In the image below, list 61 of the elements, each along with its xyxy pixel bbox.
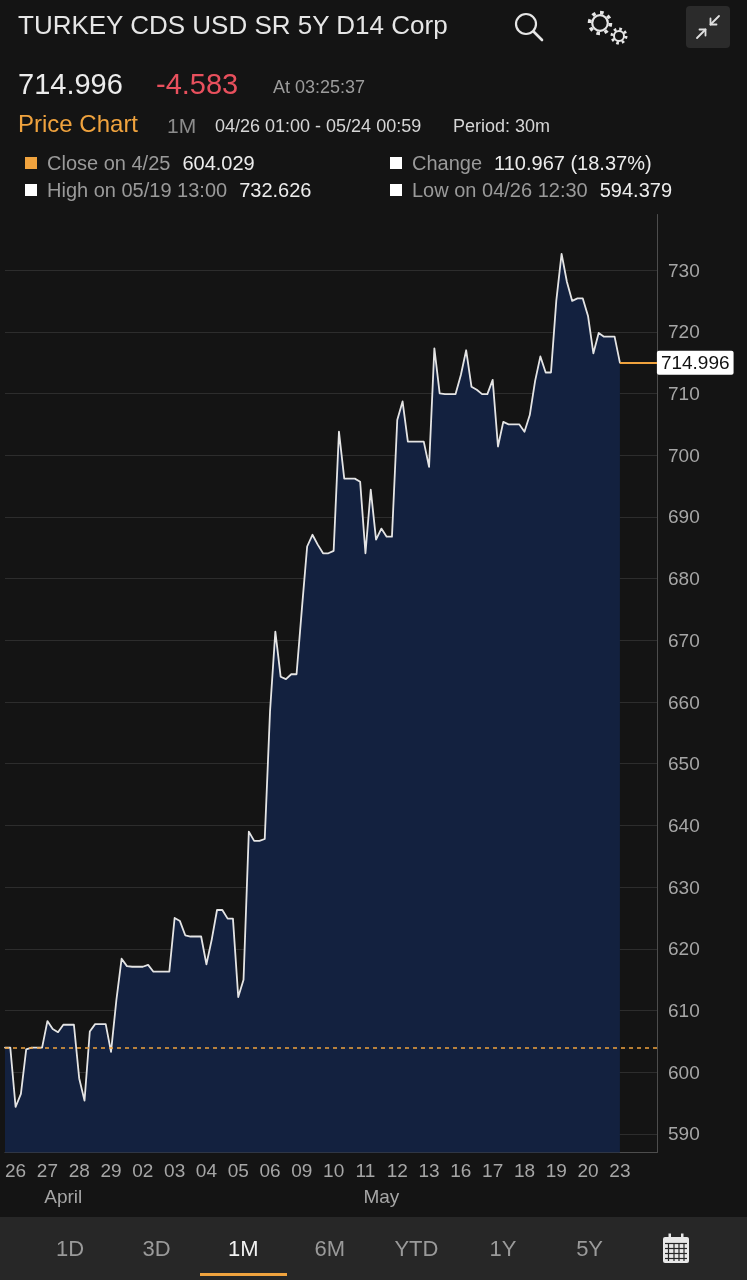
y-tick-label: 620 <box>668 938 700 960</box>
text: May <box>363 1185 400 1207</box>
x-tick-label: 27 <box>36 1159 58 1181</box>
x-tick-label: 18 <box>513 1159 536 1181</box>
x-tick-label: 02 <box>132 1159 154 1181</box>
x-tick-label: 16 <box>450 1159 472 1181</box>
y-tick-label: 710 <box>668 382 700 404</box>
x-tick-label: 12 <box>386 1159 408 1181</box>
y-tick-label: 680 <box>668 568 700 590</box>
x-tick-label: 19 <box>545 1159 567 1181</box>
x-tick-label: 26 <box>5 1159 27 1181</box>
text: 6M <box>314 1236 346 1261</box>
x-tick-label: 28 <box>68 1159 90 1181</box>
x-tick-label: 23 <box>609 1159 631 1181</box>
y-tick-label: 720 <box>668 321 700 343</box>
x-tick-label: 05 <box>227 1159 249 1181</box>
x-tick-label: 09 <box>291 1159 313 1181</box>
y-tick-label: 700 <box>668 444 700 466</box>
y-tick-label: 650 <box>668 753 700 775</box>
text: 604.029 <box>182 152 255 174</box>
text: 5Y <box>576 1236 604 1261</box>
text: 110.967 (18.37%) <box>494 152 652 174</box>
legend-label: Close on 4/25 <box>47 152 171 174</box>
text: 1M <box>227 1236 259 1261</box>
text: Low on 04/26 12:30 <box>412 179 588 201</box>
y-tick-label: 730 <box>668 259 700 281</box>
x-tick-label: 06 <box>259 1159 281 1181</box>
text: 732.626 <box>239 179 312 201</box>
text: 1D <box>55 1236 85 1261</box>
x-tick-label: 10 <box>323 1159 345 1181</box>
y-tick-label: 630 <box>668 876 700 898</box>
y-tick-label: 610 <box>668 1000 700 1022</box>
y-tick-label: 660 <box>668 691 700 713</box>
data-label: 714.996 <box>660 352 730 374</box>
y-tick-label: 670 <box>668 629 700 651</box>
x-tick-label: 29 <box>100 1159 122 1181</box>
x-tick-label: 04 <box>195 1159 218 1181</box>
text: -4.583 <box>156 67 239 100</box>
y-tick-label: 690 <box>668 506 700 528</box>
text: 3D <box>142 1236 171 1261</box>
chart-title: TURKEY CDS USD SR 5Y D14 Corp <box>18 10 448 40</box>
text: 1Y <box>489 1236 517 1261</box>
x-tick-label: 11 <box>355 1159 376 1181</box>
x-tick-label: 13 <box>418 1159 440 1181</box>
text: 594.379 <box>599 179 672 201</box>
text: 04/26 01:00 - 05/24 00:59 <box>215 116 422 136</box>
text: Period: 30m <box>453 116 551 136</box>
text: 714.996 <box>18 67 123 100</box>
text: At 03:25:37 <box>273 77 366 97</box>
chart-subtitle: Price Chart <box>18 110 139 137</box>
text: YTD <box>394 1236 439 1261</box>
text: Change <box>412 152 483 174</box>
x-tick-label: 17 <box>482 1159 504 1181</box>
text: High on 05/19 13:00 <box>47 179 228 201</box>
x-tick-label: 20 <box>577 1159 599 1181</box>
y-tick-label: 600 <box>668 1061 700 1083</box>
text: April <box>44 1185 83 1207</box>
y-tick-label: 640 <box>668 814 700 836</box>
x-tick-label: 03 <box>164 1159 186 1181</box>
y-tick-label: 590 <box>668 1123 700 1145</box>
text: 1M <box>167 113 197 137</box>
